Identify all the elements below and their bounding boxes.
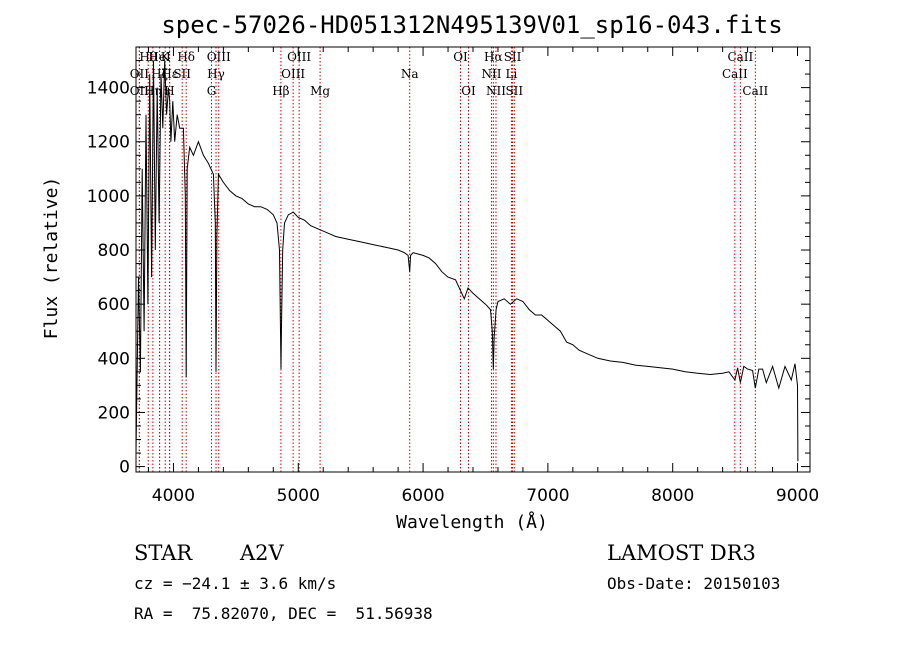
spectrum-chart: spec-57026-HD051312N495139V01_sp16-043.f… [41,11,819,533]
line-marker-label: OIII [281,67,305,81]
line-marker-label: SII [504,50,522,64]
x-tick-label: 6000 [401,486,444,506]
line-marker-label: CaII [727,50,753,64]
line-marker-label: H [164,84,174,98]
y-tick-label: 800 [98,241,130,261]
line-marker-label: Hγ [207,67,225,81]
line-marker-label: Na [401,67,419,81]
flux-series-line [135,60,799,462]
y-tick-label: 600 [98,295,130,315]
x-tick-label: 5000 [277,486,320,506]
x-axis-label: Wavelength (Å) [396,511,548,533]
line-marker-label: NII [481,67,501,81]
obs-date: Obs-Date: 20150103 [607,574,781,593]
line-marker-label: HeI [148,50,171,64]
line-marker-label: OIII [207,50,231,64]
y-tick-label: 400 [98,349,130,369]
survey-name: LAMOST DR3 [607,541,756,565]
plot-frame [135,46,811,473]
y-axis-ticks: 0 200 400 600 800 1000 1200 1400 [87,60,810,478]
line-marker-label: OII [130,84,150,98]
line-marker-label: SII [173,67,191,81]
line-marker-label: CaII [722,67,748,81]
cz-value: cz = −24.1 ± 3.6 km/s [134,574,337,593]
line-marker-label: NII [486,84,506,98]
x-tick-label: 8000 [651,486,694,506]
line-marker-label: Mg [310,84,330,98]
x-tick-label: 7000 [526,486,569,506]
line-marker-label: Li [506,67,518,81]
y-tick-label: 200 [98,403,130,423]
line-marker-label: OIII [287,50,311,64]
line-marker-label: OI [461,84,476,98]
line-marker-label: K [161,50,171,64]
line-marker-label: Hα [484,50,503,64]
line-marker-label: OI [453,50,468,64]
line-marker-label: Hθ [139,50,157,64]
y-tick-label: 1000 [87,187,130,207]
line-marker-label: CaII [742,84,768,98]
line-markers [138,47,756,472]
line-marker-label: Hβ [272,84,289,98]
y-tick-label: 1200 [87,133,130,153]
x-axis-ticks: 4000 5000 6000 7000 8000 9000 [147,47,819,506]
line-marker-label: Hδ [177,50,195,64]
y-tick-label: 1400 [87,79,130,99]
y-tick-label: 0 [119,458,130,478]
line-marker-label: G [207,84,217,98]
x-tick-label: 9000 [776,486,819,506]
x-tick-label: 4000 [152,486,195,506]
line-marker-label: SII [505,84,523,98]
chart-title: spec-57026-HD051312N495139V01_sp16-043.f… [161,11,782,39]
y-axis-label: Flux (relative) [41,177,62,340]
star-label: STAR [134,541,193,565]
spectral-type: A2V [240,541,284,565]
coordinates: RA = 75.82070, DEC = 51.56938 [134,604,433,623]
